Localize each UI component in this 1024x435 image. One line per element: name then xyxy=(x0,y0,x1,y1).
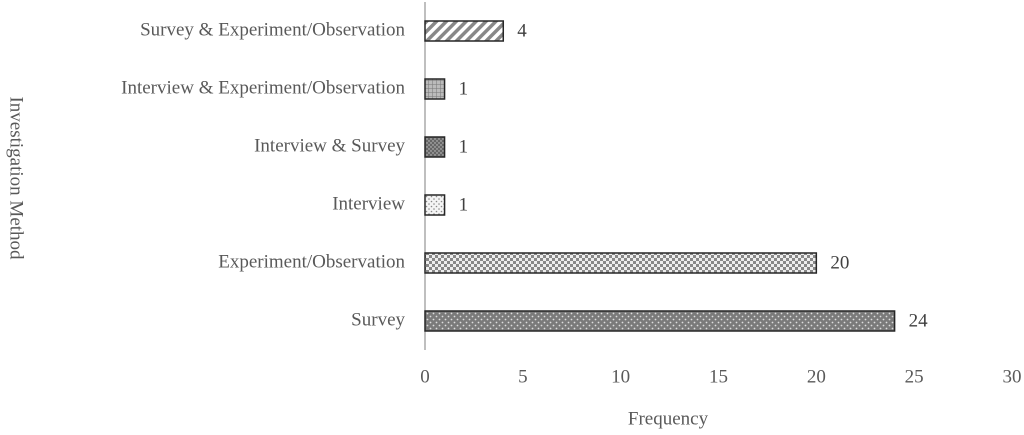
x-tick-label: 10 xyxy=(611,366,630,387)
bar xyxy=(424,136,446,158)
y-tick-label: Interview & Experiment/Observation xyxy=(121,77,405,98)
bar xyxy=(424,78,446,100)
x-tick-label: 15 xyxy=(709,366,728,387)
y-tick-label: Interview xyxy=(332,193,405,214)
y-tick-label: Experiment/Observation xyxy=(218,251,405,272)
x-tick-label: 25 xyxy=(905,366,924,387)
x-tick-label: 0 xyxy=(420,366,430,387)
value-label: 4 xyxy=(517,20,527,41)
bar xyxy=(424,194,446,216)
bar xyxy=(424,20,505,42)
bar xyxy=(424,310,896,332)
x-tick-label: 30 xyxy=(1003,366,1022,387)
y-tick-label: Interview & Survey xyxy=(254,135,405,156)
x-axis-label: Frequency xyxy=(628,408,709,429)
x-tick-label: 5 xyxy=(518,366,528,387)
y-tick-label: Survey xyxy=(351,309,405,330)
y-axis-label: Investigation Method xyxy=(6,96,27,260)
value-label: 1 xyxy=(459,194,469,215)
value-label: 1 xyxy=(459,136,469,157)
y-tick-label: Survey & Experiment/Observation xyxy=(140,19,405,40)
x-tick-label: 20 xyxy=(807,366,826,387)
value-label: 1 xyxy=(459,78,469,99)
value-label: 24 xyxy=(909,310,929,331)
value-label: 20 xyxy=(830,252,849,273)
bar xyxy=(424,252,818,274)
